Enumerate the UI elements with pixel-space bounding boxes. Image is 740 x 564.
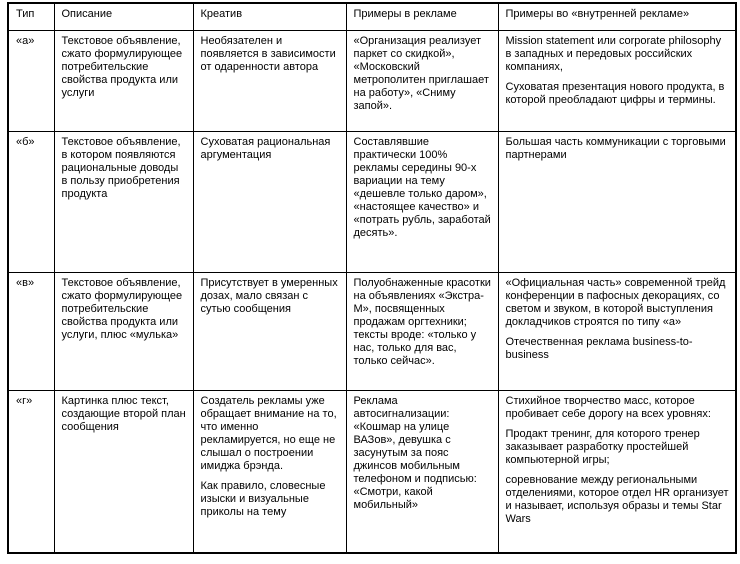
cell-paragraph: Большая часть коммуникации с торговыми п…: [505, 135, 726, 161]
column-header: Тип: [7, 2, 55, 31]
cell-internal-example: Mission statement или corporate philosop…: [497, 29, 737, 132]
table-row: «б» Текстовое объявление, в котором появл…: [7, 130, 737, 273]
table-header-row: Тип Описание Креатив Примеры в рекламе Приме…: [7, 2, 737, 31]
table-row: «г» Картинка плюс текст, создающие второй…: [7, 389, 737, 554]
cell-internal-example: Стихийное творчество масс, которое проби…: [497, 389, 737, 554]
cell-paragraph: Реклама автосигнализации: «Кошмар на ули…: [353, 394, 477, 511]
cell-paragraph: Полуобнаженные красотки на объявлениях «…: [353, 276, 491, 367]
table-header: Тип Описание Креатив Примеры в рекламе Приме…: [7, 2, 737, 31]
cell-paragraph: Текстовое объявление, сжато формулирующе…: [61, 34, 183, 99]
cell-type: «б»: [7, 130, 55, 273]
column-header: Примеры в рекламе: [345, 2, 499, 31]
cell-type: «в»: [7, 271, 55, 391]
cell-description: Текстовое объявление, сжато формулирующе…: [53, 271, 194, 391]
column-header: Описание: [53, 2, 194, 31]
cell-paragraph: Стихийное творчество масс, которое проби…: [505, 394, 711, 420]
cell-type: «а»: [7, 29, 55, 132]
cell-creative: Присутствует в умеренных дозах, мало свя…: [192, 271, 347, 391]
cell-creative: Суховатая рациональная аргументация: [192, 130, 347, 273]
cell-paragraph: Суховатая презентация нового продукта, в…: [505, 80, 725, 106]
cell-paragraph: Суховатая рациональная аргументация: [200, 135, 331, 161]
cell-paragraph: Текстовое объявление, сжато формулирующе…: [61, 276, 183, 341]
cell-paragraph: Текстовое объявление, в котором появляют…: [61, 135, 181, 200]
table-row: «в» Текстовое объявление, сжато формулиру…: [7, 271, 737, 391]
ad-types-table: Тип Описание Креатив Примеры в рекламе Приме…: [7, 2, 737, 554]
cell-type: «г»: [7, 389, 55, 554]
cell-internal-example: «Официальная часть» современной трейд ко…: [497, 271, 737, 391]
cell-paragraph: Составлявшие практически 100% рекламы се…: [353, 135, 491, 239]
cell-ad-example: Полуобнаженные красотки на объявлениях «…: [345, 271, 499, 391]
cell-description: Текстовое объявление, сжато формулирующе…: [53, 29, 194, 132]
cell-paragraph: Необязателен и появляется в зависимости …: [200, 34, 336, 73]
cell-paragraph: Отечественная реклама business-to-busine…: [505, 335, 693, 361]
column-header: Примеры во «внутренней рекламе»: [497, 2, 737, 31]
cell-ad-example: Составлявшие практически 100% рекламы се…: [345, 130, 499, 273]
cell-ad-example: Реклама автосигнализации: «Кошмар на ули…: [345, 389, 499, 554]
column-header: Креатив: [192, 2, 347, 31]
table-row: «а» Текстовое объявление, сжато формулиру…: [7, 29, 737, 132]
cell-paragraph: Картинка плюс текст, создающие второй пл…: [61, 394, 186, 433]
cell-paragraph: Как правило, словесные изыски и визуальн…: [200, 479, 326, 518]
cell-creative: Создатель рекламы уже обращает внимание …: [192, 389, 347, 554]
cell-paragraph: Создатель рекламы уже обращает внимание …: [200, 394, 337, 472]
cell-paragraph: Mission statement или corporate philosop…: [505, 34, 722, 73]
cell-paragraph: «Организация реализует паркет со скидкой…: [353, 34, 489, 112]
cell-description: Текстовое объявление, в котором появляют…: [53, 130, 194, 273]
cell-paragraph: соревнование между региональными отделен…: [505, 473, 729, 525]
cell-internal-example: Большая часть коммуникации с торговыми п…: [497, 130, 737, 273]
table-body: «а» Текстовое объявление, сжато формулиру…: [7, 29, 737, 554]
cell-paragraph: Присутствует в умеренных дозах, мало свя…: [200, 276, 338, 315]
cell-creative: Необязателен и появляется в зависимости …: [192, 29, 347, 132]
cell-ad-example: «Организация реализует паркет со скидкой…: [345, 29, 499, 132]
cell-paragraph: «Официальная часть» современной трейд ко…: [505, 276, 726, 328]
cell-paragraph: Продакт тренинг, для которого тренер зак…: [505, 427, 700, 466]
cell-description: Картинка плюс текст, создающие второй пл…: [53, 389, 194, 554]
